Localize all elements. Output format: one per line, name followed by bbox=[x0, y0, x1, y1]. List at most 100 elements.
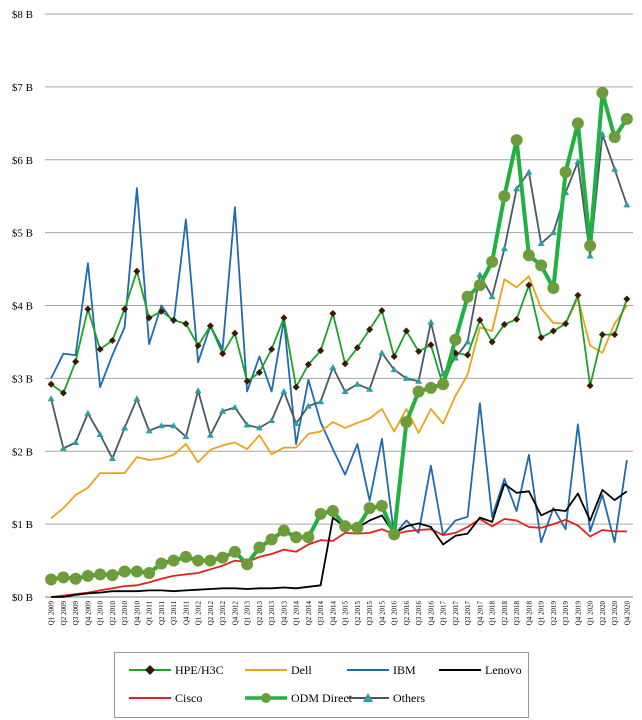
data-point bbox=[326, 505, 339, 518]
data-point bbox=[231, 329, 239, 337]
data-point bbox=[461, 290, 474, 303]
x-tick-label: Q1 2019 bbox=[538, 601, 546, 626]
data-point bbox=[329, 310, 337, 318]
data-point bbox=[57, 571, 70, 584]
data-point bbox=[513, 185, 521, 192]
series-hpe-h3c bbox=[47, 267, 631, 397]
x-tick-label: Q2 2017 bbox=[452, 601, 460, 626]
data-point bbox=[69, 572, 82, 585]
x-tick-label: Q3 2017 bbox=[464, 601, 472, 626]
y-tick-label: $3 B bbox=[12, 373, 33, 385]
x-tick-label: Q3 2010 bbox=[121, 601, 129, 626]
data-point bbox=[255, 369, 263, 377]
x-tick-label: Q4 2010 bbox=[133, 601, 141, 626]
series-line bbox=[50, 275, 628, 519]
data-point bbox=[375, 499, 388, 512]
data-point bbox=[277, 524, 290, 537]
data-point bbox=[302, 531, 315, 544]
legend-label-ibm: IBM bbox=[393, 662, 416, 677]
x-tick-label: Q4 2015 bbox=[378, 601, 386, 626]
x-axis-ticks: Q1 2009 Q2 2009 Q3 2009 Q4 2009 Q1 2010 Q2 20… bbox=[48, 601, 632, 626]
data-point bbox=[437, 378, 450, 391]
legend-item-cisco: Cisco bbox=[129, 689, 202, 707]
y-axis-ticks: $0 B $1 B $2 B $3 B $4 B $5 B $6 B $7 B $8 B bbox=[12, 9, 33, 604]
data-point bbox=[525, 168, 533, 175]
data-point bbox=[145, 314, 153, 322]
data-point bbox=[130, 565, 143, 578]
legend-swatch-others bbox=[347, 693, 389, 702]
data-point bbox=[143, 566, 156, 579]
data-point bbox=[586, 382, 594, 390]
data-point bbox=[571, 117, 584, 130]
data-point bbox=[47, 395, 55, 402]
data-point bbox=[204, 554, 217, 567]
data-point bbox=[598, 331, 606, 339]
data-point bbox=[574, 291, 582, 299]
legend-label-cisco: Cisco bbox=[175, 690, 203, 705]
data-point bbox=[363, 502, 376, 515]
data-point bbox=[228, 545, 241, 558]
data-point bbox=[72, 358, 80, 366]
data-point bbox=[608, 131, 621, 144]
series-odm-direct bbox=[45, 86, 633, 586]
x-tick-label: Q2 2011 bbox=[158, 601, 166, 626]
data-point bbox=[47, 380, 55, 388]
series-line bbox=[50, 518, 627, 598]
data-point bbox=[486, 255, 499, 268]
legend: HPE/H3C Dell IBM Lenovo Cisco ODM Direct… bbox=[114, 652, 529, 718]
x-tick-label: Q3 2012 bbox=[219, 601, 227, 626]
legend-swatch-ibm bbox=[347, 669, 389, 671]
data-point bbox=[549, 327, 557, 335]
x-tick-label: Q2 2009 bbox=[60, 601, 68, 626]
data-point bbox=[449, 333, 462, 346]
data-point bbox=[194, 342, 202, 350]
data-point bbox=[424, 381, 437, 394]
data-point bbox=[341, 387, 349, 394]
legend-label-dell: Dell bbox=[291, 662, 312, 677]
data-point bbox=[121, 305, 129, 313]
y-tick-label: $2 B bbox=[12, 446, 33, 458]
data-point bbox=[96, 430, 104, 437]
legend-swatch-hpe bbox=[129, 665, 171, 675]
data-point bbox=[378, 349, 386, 356]
x-tick-label: Q4 2017 bbox=[476, 601, 484, 626]
x-tick-label: Q4 2009 bbox=[84, 601, 92, 626]
data-point bbox=[559, 166, 572, 179]
data-point bbox=[243, 377, 251, 385]
x-tick-label: Q3 2020 bbox=[611, 601, 619, 626]
data-point bbox=[84, 409, 92, 416]
legend-item-lenovo: Lenovo bbox=[439, 661, 522, 679]
legend-label-others: Others bbox=[393, 690, 425, 705]
data-point bbox=[339, 520, 352, 533]
data-point bbox=[476, 316, 484, 324]
data-point bbox=[170, 316, 178, 324]
data-point bbox=[510, 134, 523, 147]
data-point bbox=[206, 322, 214, 330]
x-tick-label: Q1 2015 bbox=[342, 601, 350, 626]
y-tick-label: $8 B bbox=[12, 9, 33, 21]
data-point bbox=[292, 420, 300, 427]
legend-item-ibm: IBM bbox=[347, 661, 416, 679]
y-tick-label: $7 B bbox=[12, 82, 33, 94]
data-point bbox=[623, 295, 631, 303]
data-point bbox=[611, 331, 619, 339]
series-layer bbox=[45, 86, 633, 598]
data-point bbox=[255, 424, 263, 431]
x-tick-label: Q4 2018 bbox=[525, 601, 533, 626]
legend-label-lenovo: Lenovo bbox=[485, 662, 522, 677]
legend-swatch-odm bbox=[245, 693, 287, 703]
data-point bbox=[549, 229, 557, 236]
data-point bbox=[206, 431, 214, 438]
x-tick-label: Q2 2013 bbox=[256, 601, 264, 626]
x-tick-label: Q3 2019 bbox=[562, 601, 570, 626]
data-point bbox=[584, 239, 597, 252]
series-others bbox=[47, 130, 631, 462]
x-tick-label: Q3 2016 bbox=[415, 601, 423, 626]
data-point bbox=[525, 281, 533, 289]
data-point bbox=[402, 374, 410, 381]
data-point bbox=[473, 279, 486, 292]
data-point bbox=[402, 327, 410, 335]
data-point bbox=[268, 345, 276, 353]
data-point bbox=[145, 427, 153, 434]
x-tick-label: Q3 2009 bbox=[72, 601, 80, 626]
